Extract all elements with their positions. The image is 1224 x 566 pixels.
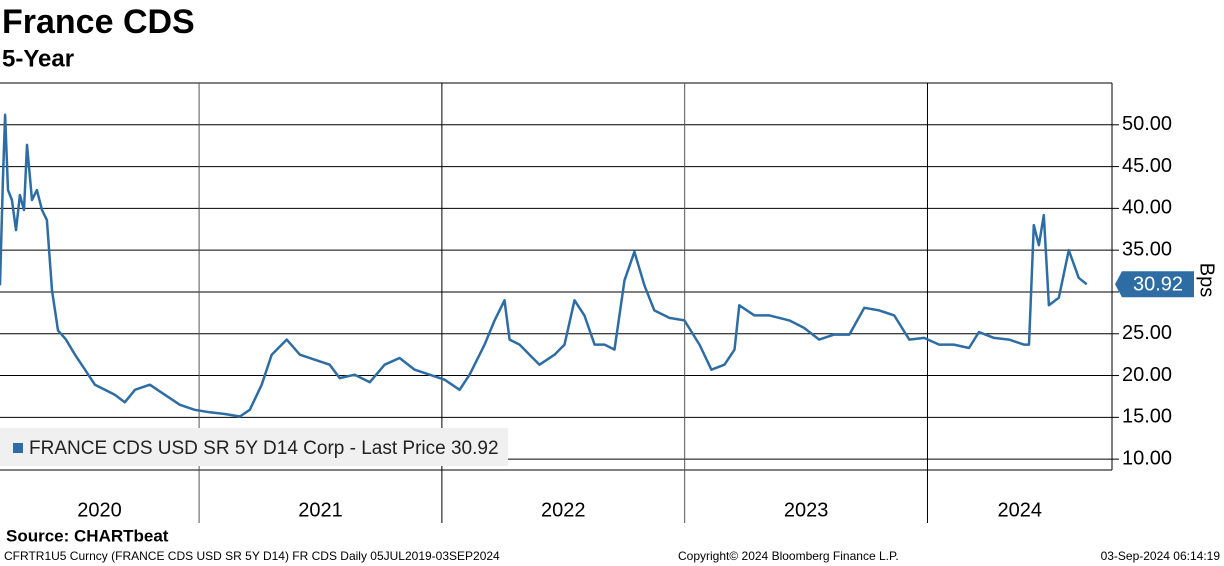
y-tick-label: 45.00 — [1122, 155, 1172, 177]
x-tick-label: 2023 — [784, 499, 829, 521]
legend-label: FRANCE CDS USD SR 5Y D14 Corp - Last Pri… — [29, 438, 499, 459]
x-tick-label: 2024 — [997, 499, 1042, 521]
legend-box — [0, 428, 508, 466]
x-tick-label: 2021 — [298, 499, 343, 521]
y-tick-label: 25.00 — [1122, 322, 1172, 344]
y-tick-label: 35.00 — [1122, 238, 1172, 260]
chart-title: France CDS — [2, 3, 195, 41]
y-tick-label: 10.00 — [1122, 447, 1172, 469]
chart-subtitle: 5-Year — [2, 45, 74, 72]
legend-swatch — [13, 443, 23, 453]
y-tick-label: 20.00 — [1122, 364, 1172, 386]
last-price-badge — [1115, 271, 1194, 298]
x-tick-label: 2022 — [541, 499, 586, 521]
x-tick-label: 2020 — [77, 499, 122, 521]
footer-center: Copyright© 2024 Bloomberg Finance L.P. — [678, 549, 899, 563]
data-line — [0, 113, 1088, 418]
y-axis-label: Bps — [1196, 263, 1218, 297]
y-tick-label: 50.00 — [1122, 113, 1172, 135]
footer-left: CFRTR1U5 Curncy (FRANCE CDS USD SR 5Y D1… — [4, 549, 500, 563]
y-tick-label: 15.00 — [1122, 406, 1172, 428]
source: Source: CHARTbeat — [6, 526, 169, 545]
y-tick-label: 40.00 — [1122, 197, 1172, 219]
last-price-label: 30.92 — [1133, 274, 1183, 296]
footer-right: 03-Sep-2024 06:14:19 — [1101, 549, 1221, 563]
